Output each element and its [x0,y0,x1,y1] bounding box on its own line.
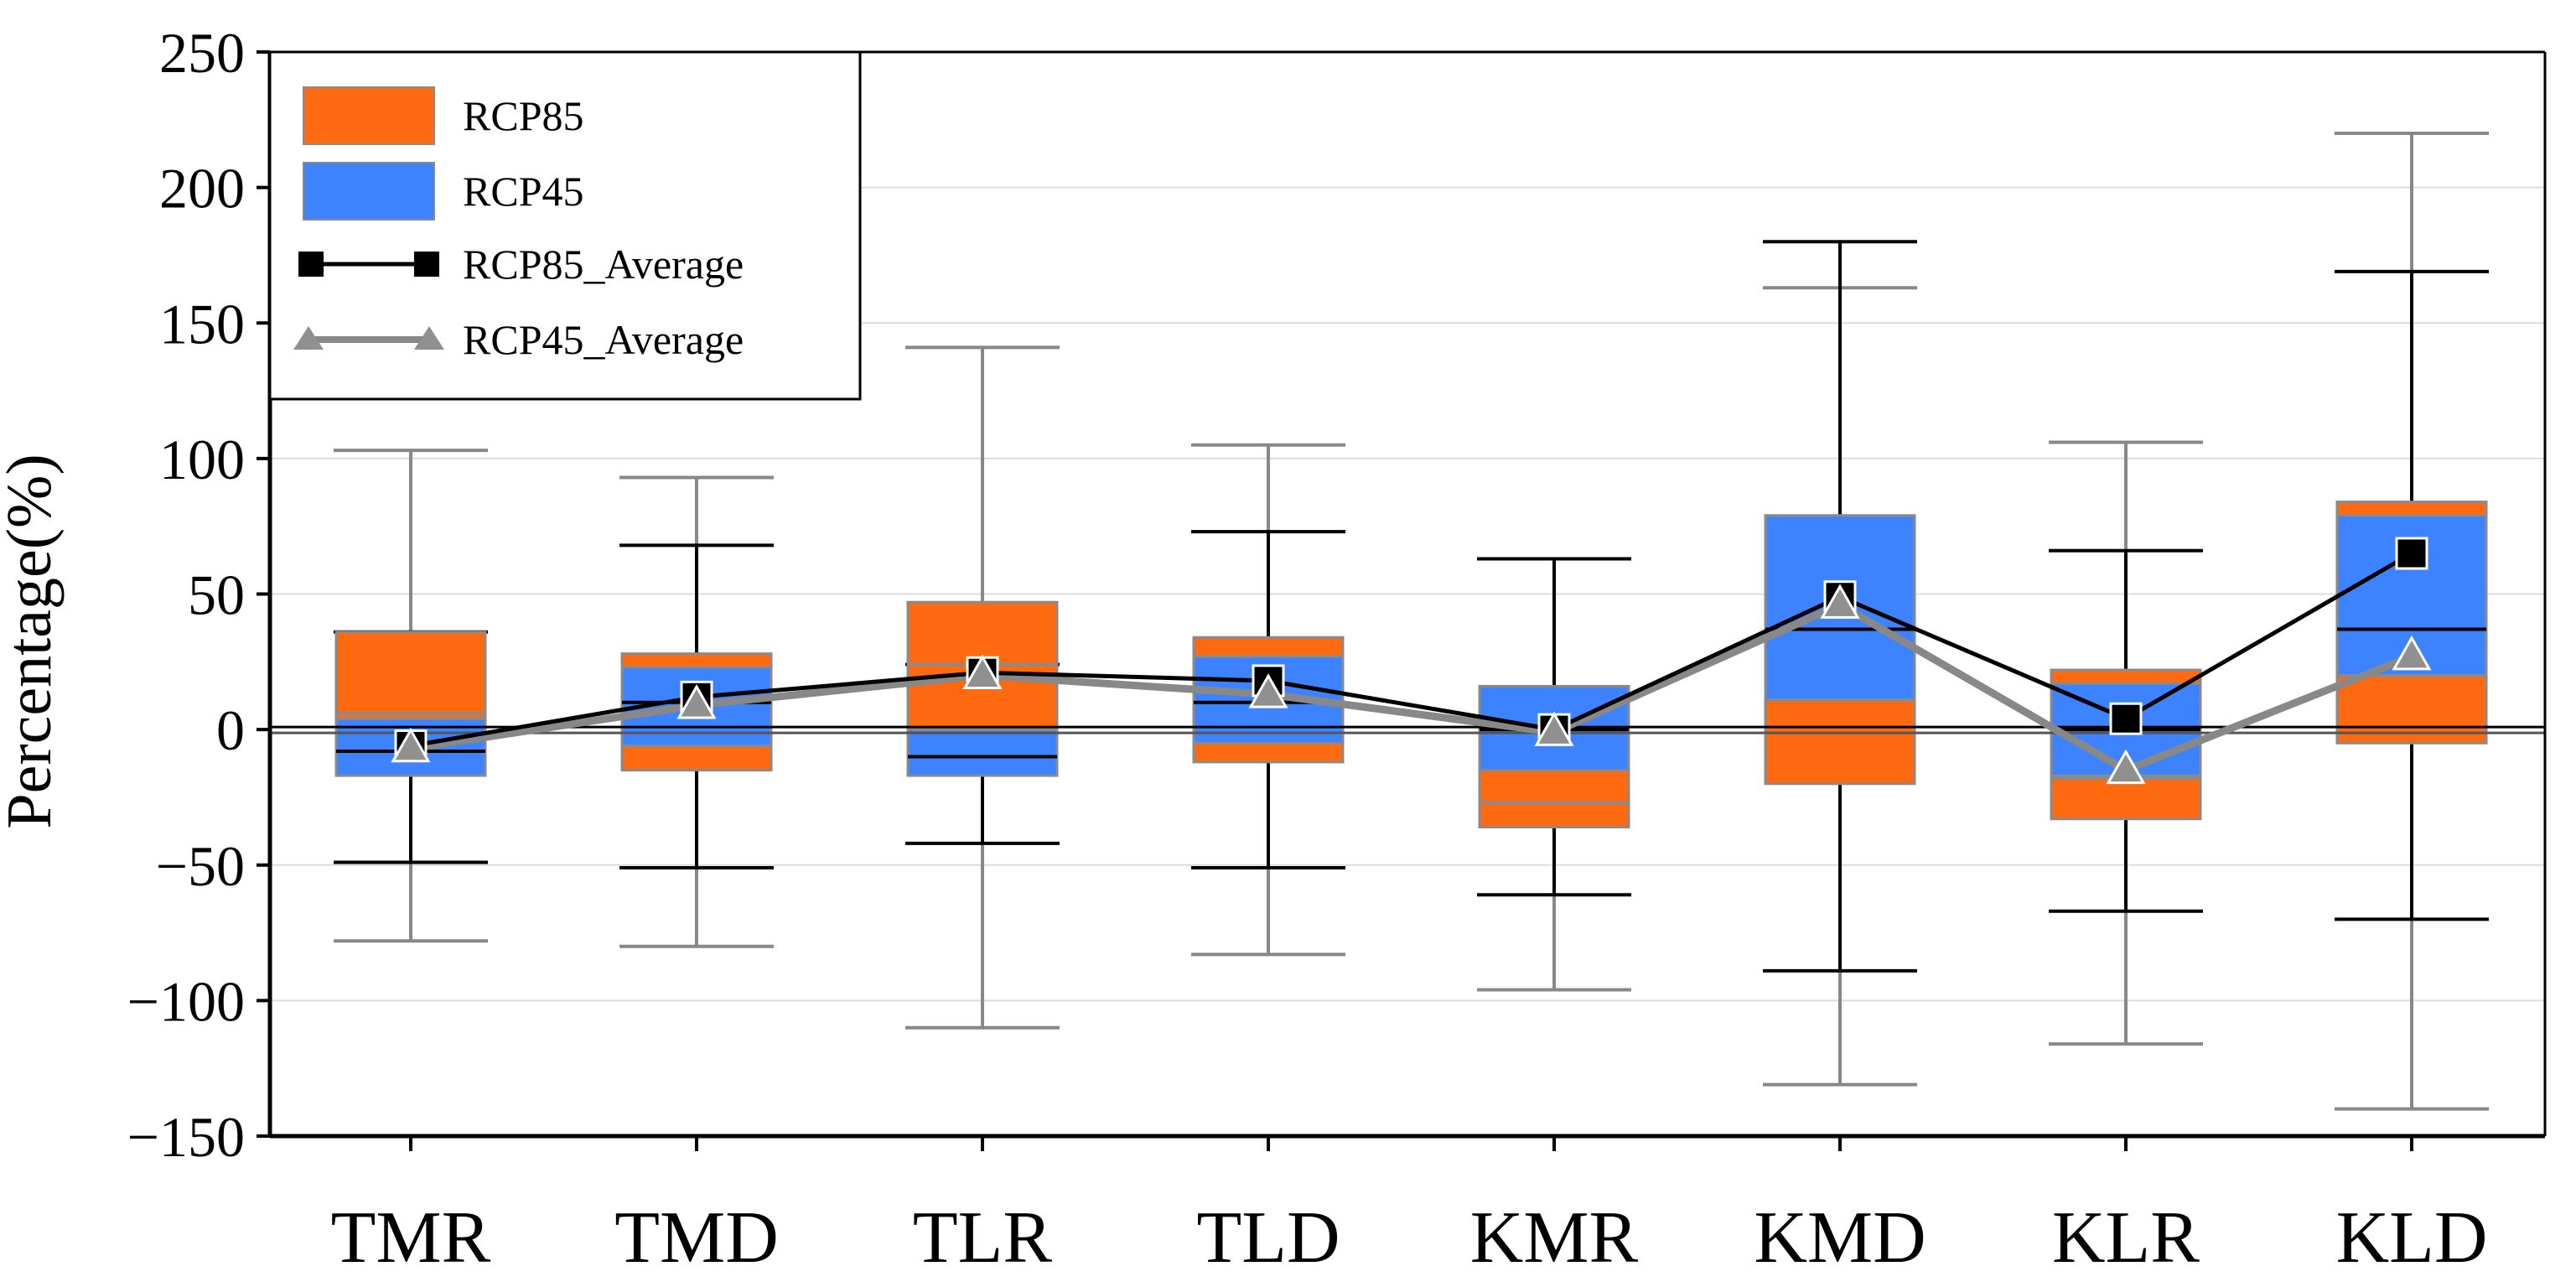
legend: RCP85 RCP45 RCP85_Average RCP45_Average [268,50,862,401]
x-tick-label-TMD: TMD [614,1197,779,1279]
marker-RCP45_Average-TMR [391,727,431,763]
y-tick-label: 150 [159,292,245,355]
y-tick-label: 0 [216,698,245,762]
x-tick-label-TLD: TLD [1196,1197,1340,1279]
legend-label-RCP45: RCP45 [463,168,584,215]
x-tick-label-TLR: TLR [913,1197,1053,1279]
y-tick-label: 50 [188,563,245,627]
marker-RCP45_Average-KMR [1534,711,1574,746]
legend-swatch-RCP85 [303,86,435,145]
line-RCP45_Average [410,600,2413,775]
legend-marker-right-RCP85_Average [414,252,439,277]
marker-RCP45_Average-KLD [2392,635,2432,671]
legend-swatch-RCP45 [303,162,435,221]
y-axis-title: Percentage(%) [0,454,65,828]
axes: −150 −100 −50 0 50 100 150 200 250 TMR TMD TLR TLD KM… [127,21,2547,1279]
box-RCP85-KMR [1478,769,1630,828]
y-tick-label: −100 [127,969,245,1033]
y-tick-label: 100 [159,428,245,491]
legend-label-RCP45_Average: RCP45_Average [463,316,744,363]
legend-marker-left-RCP85_Average [298,252,324,277]
x-tick-label-TMR: TMR [331,1197,491,1279]
y-tick-label: 200 [159,157,245,221]
legend-label-RCP85_Average: RCP85_Average [463,241,744,288]
marker-RCP45_Average-TLD [1248,673,1288,708]
box-RCP45-TLR [906,728,1059,777]
x-tick-label-KLD: KLD [2336,1197,2488,1279]
x-tick-label-KLR: KLR [2052,1197,2200,1279]
line-RCP85_Average [410,551,2413,748]
y-tick-label: −50 [156,834,245,898]
legend-label-RCP85: RCP85 [463,92,584,139]
marker-RCP45_Average-KLR [2106,749,2146,785]
legend-marker-right-RCP45_Average [414,326,444,350]
average-lines [391,537,2432,785]
x-tick-label-KMD: KMD [1754,1197,1926,1279]
zero-line [270,725,2545,734]
x-tick-label-KMR: KMR [1470,1197,1639,1279]
legend-marker-left-RCP45_Average [293,326,324,350]
y-tick-label: −150 [127,1105,245,1169]
y-tick-label: 250 [159,21,245,85]
marker-RCP45_Average-TLR [962,654,1003,689]
marker-RCP85_Average-KLR [2109,702,2143,735]
marker-RCP85_Average-KLD [2395,537,2428,570]
marker-RCP45_Average-KMD [1820,584,1860,619]
marker-RCP45_Average-TMD [676,683,717,719]
